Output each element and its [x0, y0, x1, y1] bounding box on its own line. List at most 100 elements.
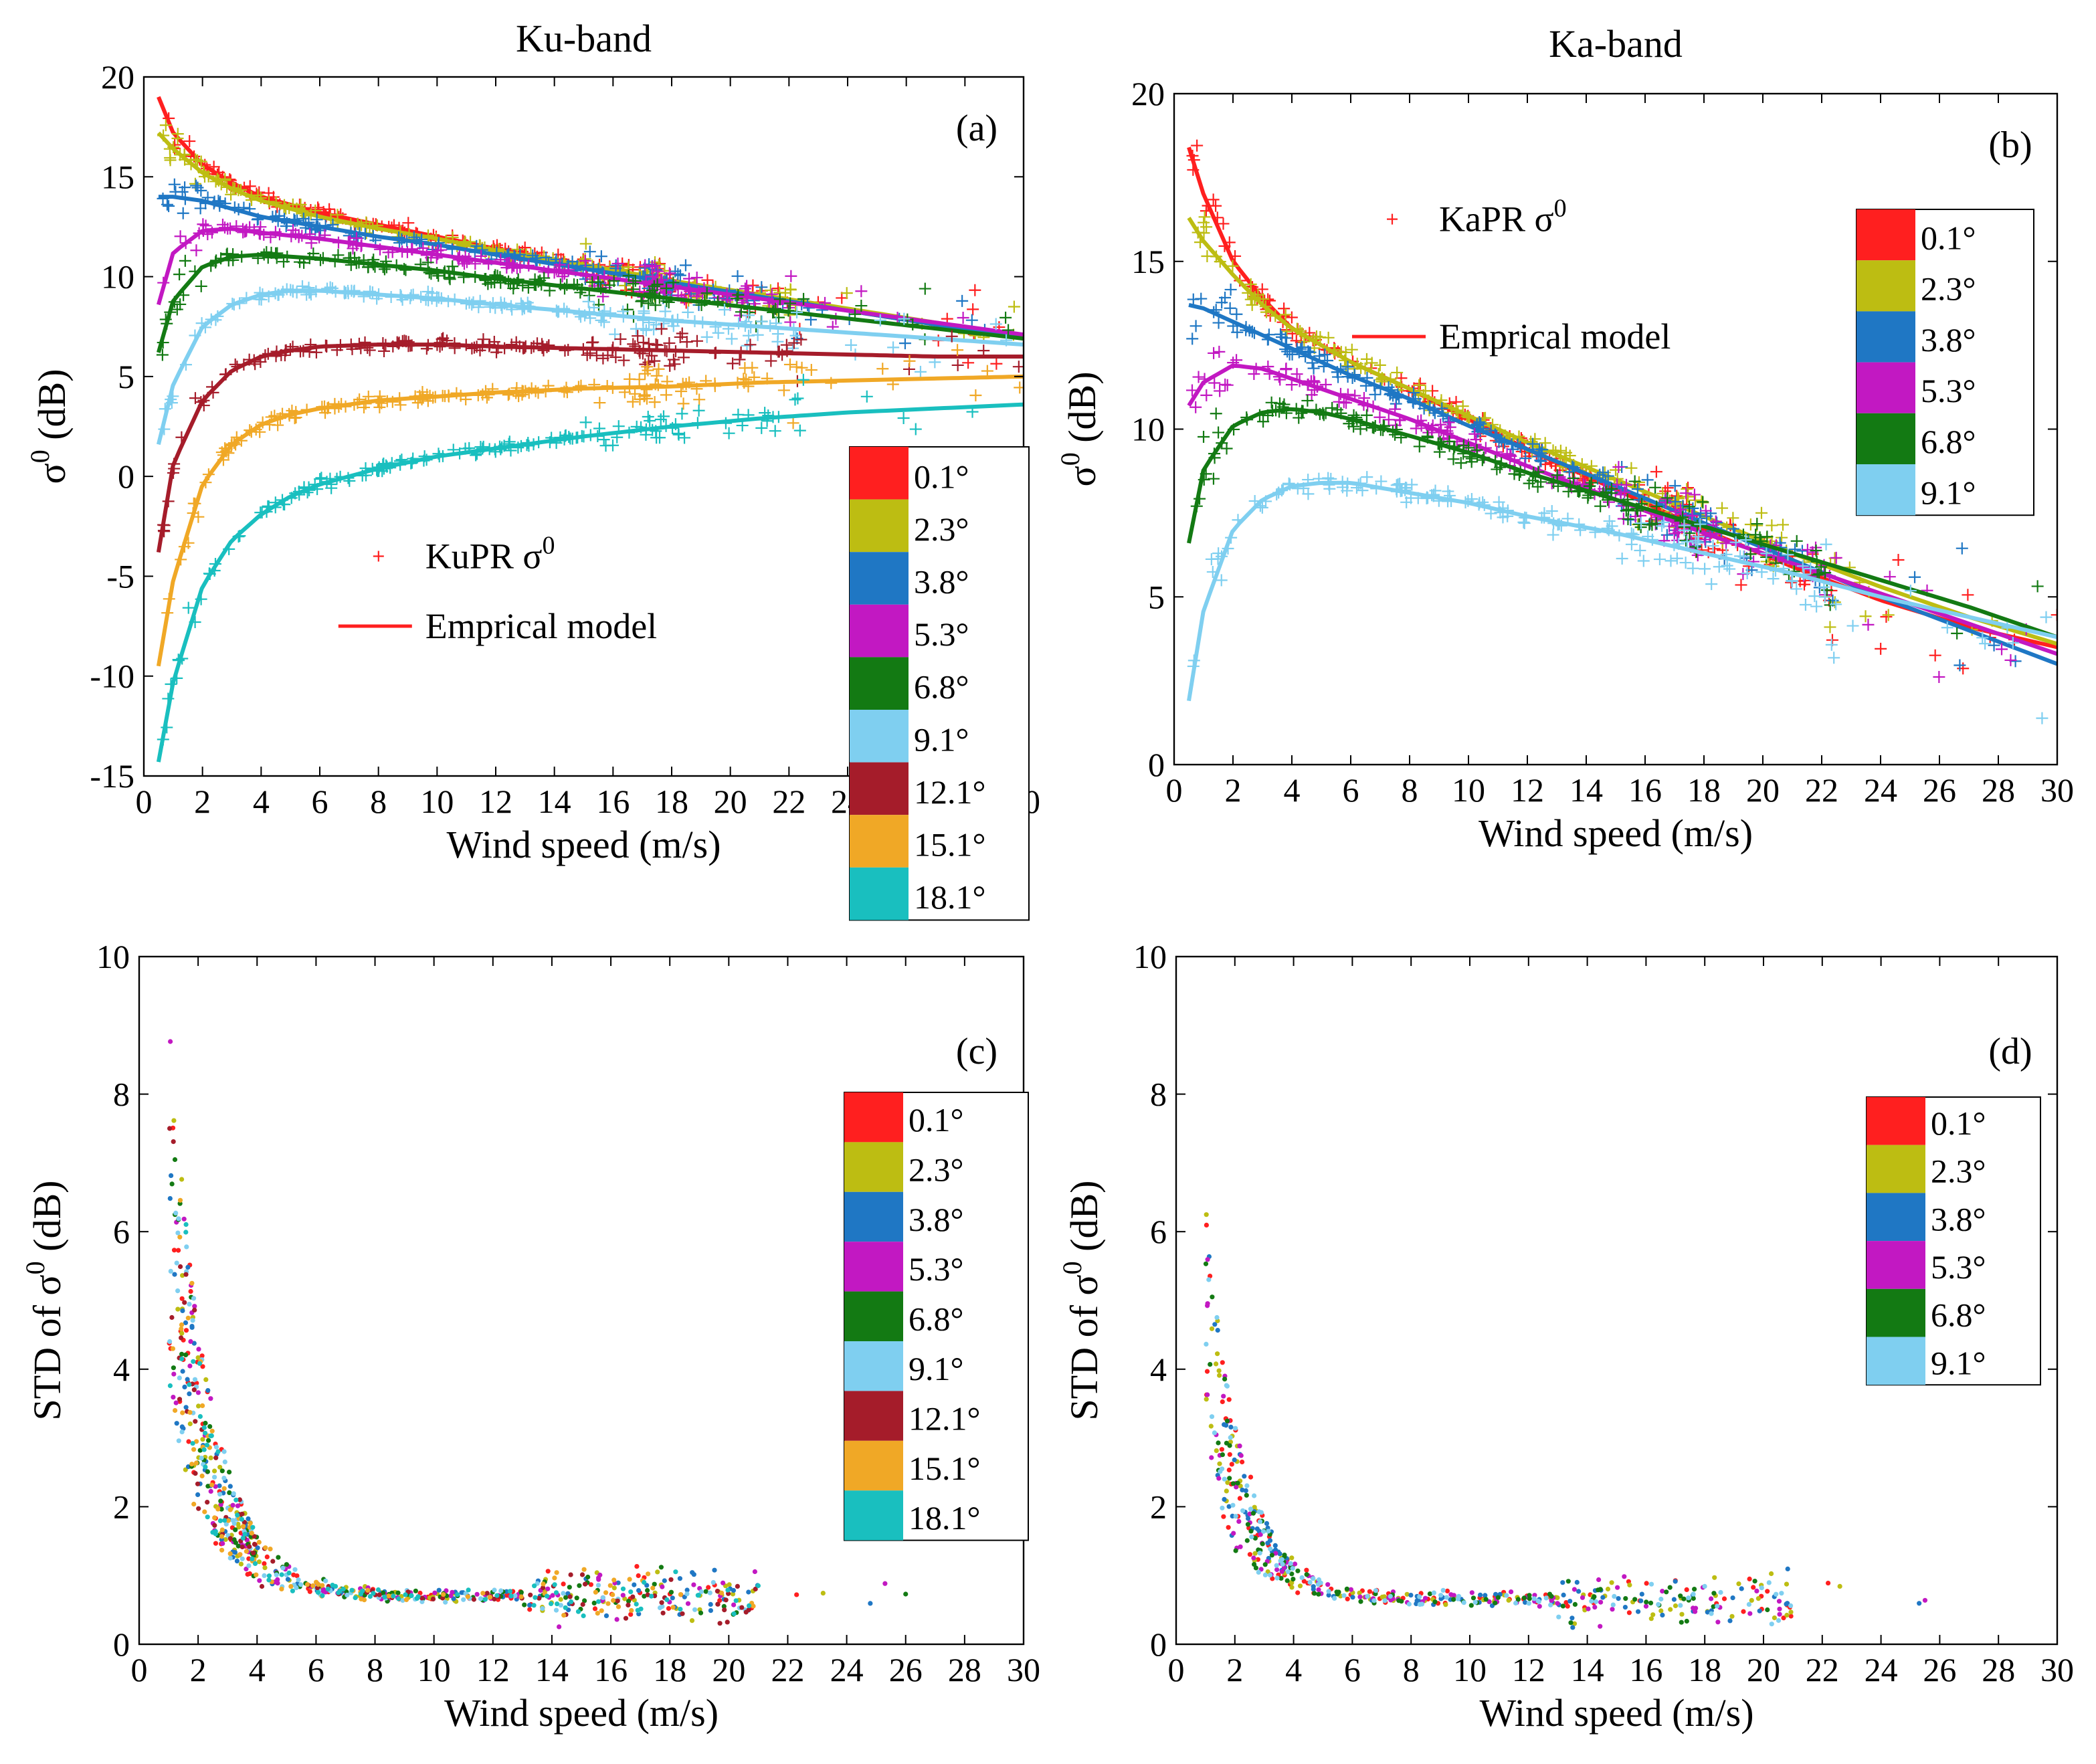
y-tick-label: 0 — [113, 1626, 130, 1663]
scatter-point — [1646, 518, 1658, 531]
scatter-point — [1290, 1566, 1295, 1571]
scatter-point — [692, 404, 705, 417]
scatter-point — [1319, 349, 1331, 361]
scatter-point — [680, 336, 693, 349]
scatter-point — [188, 1339, 193, 1344]
scatter-point — [655, 322, 668, 335]
legend-scatter-sup: 0 — [542, 531, 555, 559]
scatter-point — [633, 373, 646, 386]
scatter-point — [533, 1595, 538, 1600]
legend-entry-label: 0.1° — [914, 458, 969, 495]
scatter-point — [794, 1592, 799, 1597]
legend-entry-label: 12.1° — [914, 773, 986, 811]
scatter-point — [668, 1577, 674, 1582]
scatter-point — [197, 1361, 203, 1366]
scatter-point — [1454, 457, 1467, 470]
scatter-point — [735, 1583, 740, 1589]
scatter-point — [1570, 1625, 1576, 1630]
scatter-point — [183, 135, 196, 148]
scatter-point — [247, 1544, 252, 1549]
scatter-point — [660, 1603, 665, 1609]
scatter-point — [805, 364, 818, 377]
scatter-point — [545, 1569, 551, 1574]
scatter-point — [1691, 536, 1704, 549]
x-tick-label: 26 — [1923, 771, 1956, 809]
scatter-point — [1244, 278, 1257, 290]
scatter-point — [371, 1591, 376, 1596]
scatter-point — [651, 278, 664, 291]
scatter-point — [1683, 500, 1696, 513]
scatter-point — [450, 1589, 455, 1595]
scatter-point — [1304, 1572, 1309, 1577]
scatter-point — [444, 273, 456, 286]
scatter-point — [1741, 567, 1753, 579]
scatter-point — [1230, 308, 1243, 320]
scatter-point — [1208, 377, 1221, 389]
scatter-point — [1341, 1593, 1347, 1598]
scatter-point — [636, 1588, 642, 1593]
scatter-point — [1892, 554, 1905, 567]
legend-swatch-2.3 — [844, 1142, 903, 1192]
scatter-point — [1440, 1587, 1446, 1593]
scatter-point — [649, 1593, 654, 1599]
scatter-point — [765, 355, 777, 367]
scatter-point — [208, 1455, 213, 1460]
scatter-point — [1667, 1585, 1673, 1590]
scatter-point — [1002, 324, 1015, 336]
scatter-point — [179, 1322, 185, 1327]
scatter-point — [1596, 1577, 1602, 1583]
scatter-point — [171, 1118, 177, 1123]
scatter-point — [1248, 368, 1260, 381]
scatter-point — [471, 1597, 477, 1602]
scatter-point — [626, 1602, 631, 1607]
scatter-point — [1606, 482, 1618, 495]
scatter-point — [1357, 1594, 1363, 1599]
scatter-point — [1277, 1551, 1282, 1557]
scatter-point — [1491, 463, 1503, 476]
scatter-point — [755, 421, 768, 434]
scatter-point — [797, 292, 810, 305]
plot-area — [1185, 139, 2057, 724]
scatter-point — [557, 1624, 562, 1630]
scatter-point — [698, 1610, 704, 1615]
scatter-point — [250, 1525, 256, 1530]
scatter-point — [1226, 1467, 1232, 1473]
scatter-point — [1311, 1587, 1316, 1592]
scatter-point — [1413, 379, 1426, 391]
scatter-point — [1705, 1609, 1710, 1615]
scatter-point — [200, 1403, 205, 1408]
scatter-point — [254, 1572, 259, 1577]
scatter-point — [212, 1468, 217, 1474]
scatter-point — [341, 1586, 346, 1592]
scatter-point — [234, 1559, 240, 1564]
scatter-point — [1680, 487, 1693, 500]
scatter-point — [174, 230, 187, 243]
scatter-point — [795, 361, 808, 374]
scatter-point — [1576, 1589, 1582, 1594]
scatter-point — [1618, 486, 1631, 498]
scatter-point — [1777, 1611, 1782, 1617]
scatter-point — [692, 1607, 698, 1612]
scatter-point — [645, 1587, 650, 1593]
scatter-point — [1786, 575, 1798, 588]
series-5.3-points — [168, 1039, 757, 1630]
scatter-point — [1656, 520, 1669, 532]
scatter-point — [248, 1521, 253, 1526]
scatter-point — [402, 217, 415, 229]
scatter-point — [1262, 1562, 1268, 1567]
scatter-point — [574, 1595, 579, 1601]
scatter-point — [1472, 1599, 1478, 1605]
scatter-point — [413, 1588, 419, 1593]
scatter-point — [1209, 1455, 1214, 1460]
scatter-point — [1824, 621, 1836, 633]
scatter-point — [1694, 518, 1707, 530]
scatter-point — [636, 1573, 641, 1579]
scatter-point — [204, 1442, 209, 1448]
scatter-point — [195, 1492, 201, 1497]
scatter-point — [628, 1611, 634, 1617]
series-6.8-points — [169, 1157, 739, 1617]
x-tick-label: 24 — [1865, 1651, 1898, 1688]
scatter-point — [196, 1403, 201, 1409]
scatter-point — [990, 357, 1003, 370]
legend-entry-label: 9.1° — [914, 720, 969, 758]
